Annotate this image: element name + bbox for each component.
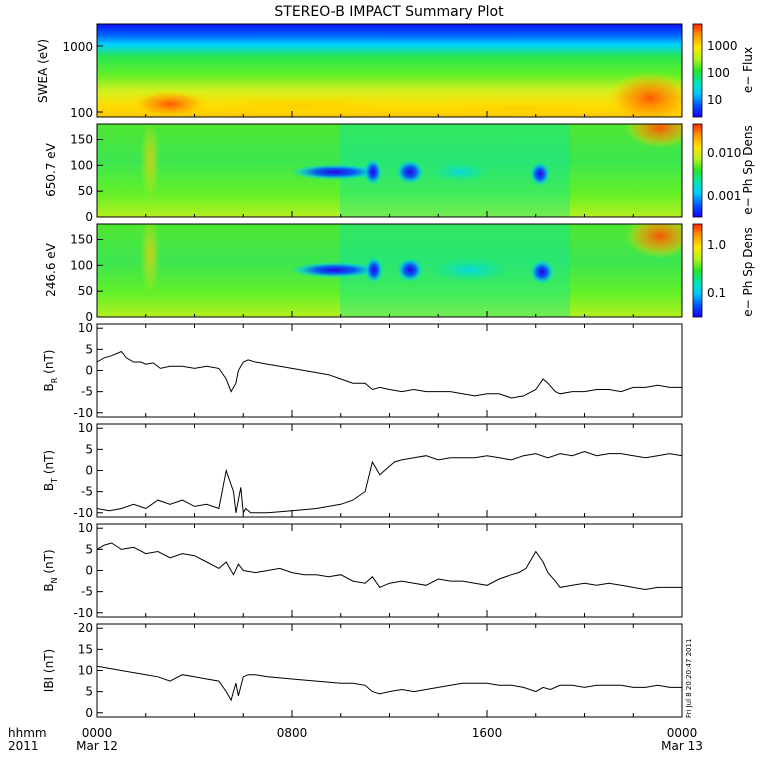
p246-cbar-label: e− Ph Sp Dens [741, 227, 755, 316]
p246-panel: 246.6 eV 150 100 50 0 1.0 0.1 e− Ph Sp Dens [44, 223, 755, 324]
p650-panel: 650.7 eV 150 100 50 0 0.010 0.001 e− Ph Sp … [44, 123, 755, 224]
bn-panel: 10 5 0 -5 -10 BN (nT) [42, 521, 683, 620]
magnetic-field-panels: 10 5 0 -5 -10 BR (nT) 10 5 0 -5 -10 BT (nT) 10 5 0 -5 -1… [42, 321, 683, 720]
br-trace [96, 350, 682, 399]
ytick-label: 0 [85, 564, 93, 578]
ytick-label: 5 [85, 542, 93, 556]
bmag-ylabel: IBI (nT) [42, 649, 56, 692]
p246-ylabel: 246.6 eV [44, 242, 58, 297]
bt-trace [96, 450, 683, 515]
ytick-label: 0 [85, 706, 93, 720]
xtick-label: 0000 [667, 726, 698, 740]
br-panel: 10 5 0 -5 -10 BR (nT) [42, 321, 683, 420]
bt-ylabel: BT (nT) [42, 450, 59, 491]
bt-frame [96, 423, 683, 518]
xtick-label: 0800 [277, 726, 308, 740]
ytick-label: 0 [85, 464, 93, 478]
swea-colorbar [692, 23, 703, 118]
ytick-label: 10 [78, 321, 93, 335]
ytick-label: 100 [70, 158, 93, 172]
p650-ylabel: 650.7 eV [44, 142, 58, 197]
ytick-label: 50 [78, 284, 93, 298]
ytick-label: 0 [85, 210, 93, 224]
bmag-trace [96, 665, 682, 702]
p650-cbar-tick-0001: 0.001 [707, 189, 741, 203]
year-label: 2011 [8, 739, 39, 753]
bn-frame [96, 523, 683, 618]
ytick-label: 100 [70, 258, 93, 272]
ytick-label: 50 [78, 184, 93, 198]
ytick-label: 20 [78, 621, 93, 635]
bmag-frame [96, 623, 683, 718]
time-unit-label: hhmm [8, 726, 47, 740]
xtick-date: Mar 13 [661, 739, 703, 753]
ytick-label: -10 [73, 606, 93, 620]
p246-heatmap [97, 224, 682, 317]
p246-cbar-tick-1: 1.0 [707, 238, 726, 252]
xtick-label: 1600 [472, 726, 503, 740]
p246-cbar-tick-01: 0.1 [707, 286, 726, 300]
ytick-label: 15 [78, 642, 93, 656]
ytick-label: -10 [73, 406, 93, 420]
ytick-label: -10 [73, 506, 93, 520]
plot-title: STEREO-B IMPACT Summary Plot [274, 4, 504, 20]
generation-timestamp: Fri Jul 8 20:20:47 2011 [685, 639, 693, 718]
bn-ylabel: BN (nT) [42, 549, 59, 591]
br-ylabel: BR (nT) [42, 350, 59, 392]
swea-ytick-1000: 1000 [62, 40, 93, 54]
p650-yaxis: 150 100 50 0 [70, 133, 103, 224]
p650-colorbar [692, 123, 703, 218]
ytick-label: 5 [85, 342, 93, 356]
swea-heatmap [97, 24, 682, 117]
ytick-label: 5 [85, 685, 93, 699]
p246-yaxis: 150 100 50 0 [70, 233, 103, 324]
bt-panel: 10 5 0 -5 -10 BT (nT) [42, 421, 683, 520]
ytick-label: 150 [70, 133, 93, 147]
p650-heatmap [97, 124, 682, 217]
p650-cbar-tick-0010: 0.010 [707, 146, 741, 160]
xtick-date: Mar 12 [76, 739, 118, 753]
swea-cbar-tick-100: 100 [707, 66, 730, 80]
ytick-label: 150 [70, 233, 93, 247]
br-frame [96, 323, 683, 418]
ytick-label: 0 [85, 310, 93, 324]
swea-ytick-100: 100 [70, 106, 93, 120]
swea-ylabel: SWEA (eV) [36, 39, 50, 103]
ytick-label: 10 [78, 421, 93, 435]
swea-cbar-tick-10: 10 [707, 93, 722, 107]
ytick-label: 10 [78, 521, 93, 535]
ytick-label: 10 [78, 664, 93, 678]
ytick-label: 5 [85, 442, 93, 456]
p650-cbar-label: e− Ph Sp Dens [741, 125, 755, 214]
ytick-label: -5 [81, 585, 93, 599]
ytick-label: -5 [81, 485, 93, 499]
ytick-label: 0 [85, 364, 93, 378]
swea-cbar-tick-1000: 1000 [707, 39, 738, 53]
xtick-label: 0000 [82, 726, 113, 740]
swea-panel: SWEA (eV) 1000 100 1000 100 10 e− Flux [36, 23, 755, 120]
ytick-label: -5 [81, 385, 93, 399]
p246-colorbar [692, 223, 703, 318]
bmag-panel: 20 15 10 5 0 IBI (nT) [42, 621, 683, 720]
bn-trace [96, 542, 682, 591]
swea-cbar-label: e− Flux [741, 47, 755, 93]
